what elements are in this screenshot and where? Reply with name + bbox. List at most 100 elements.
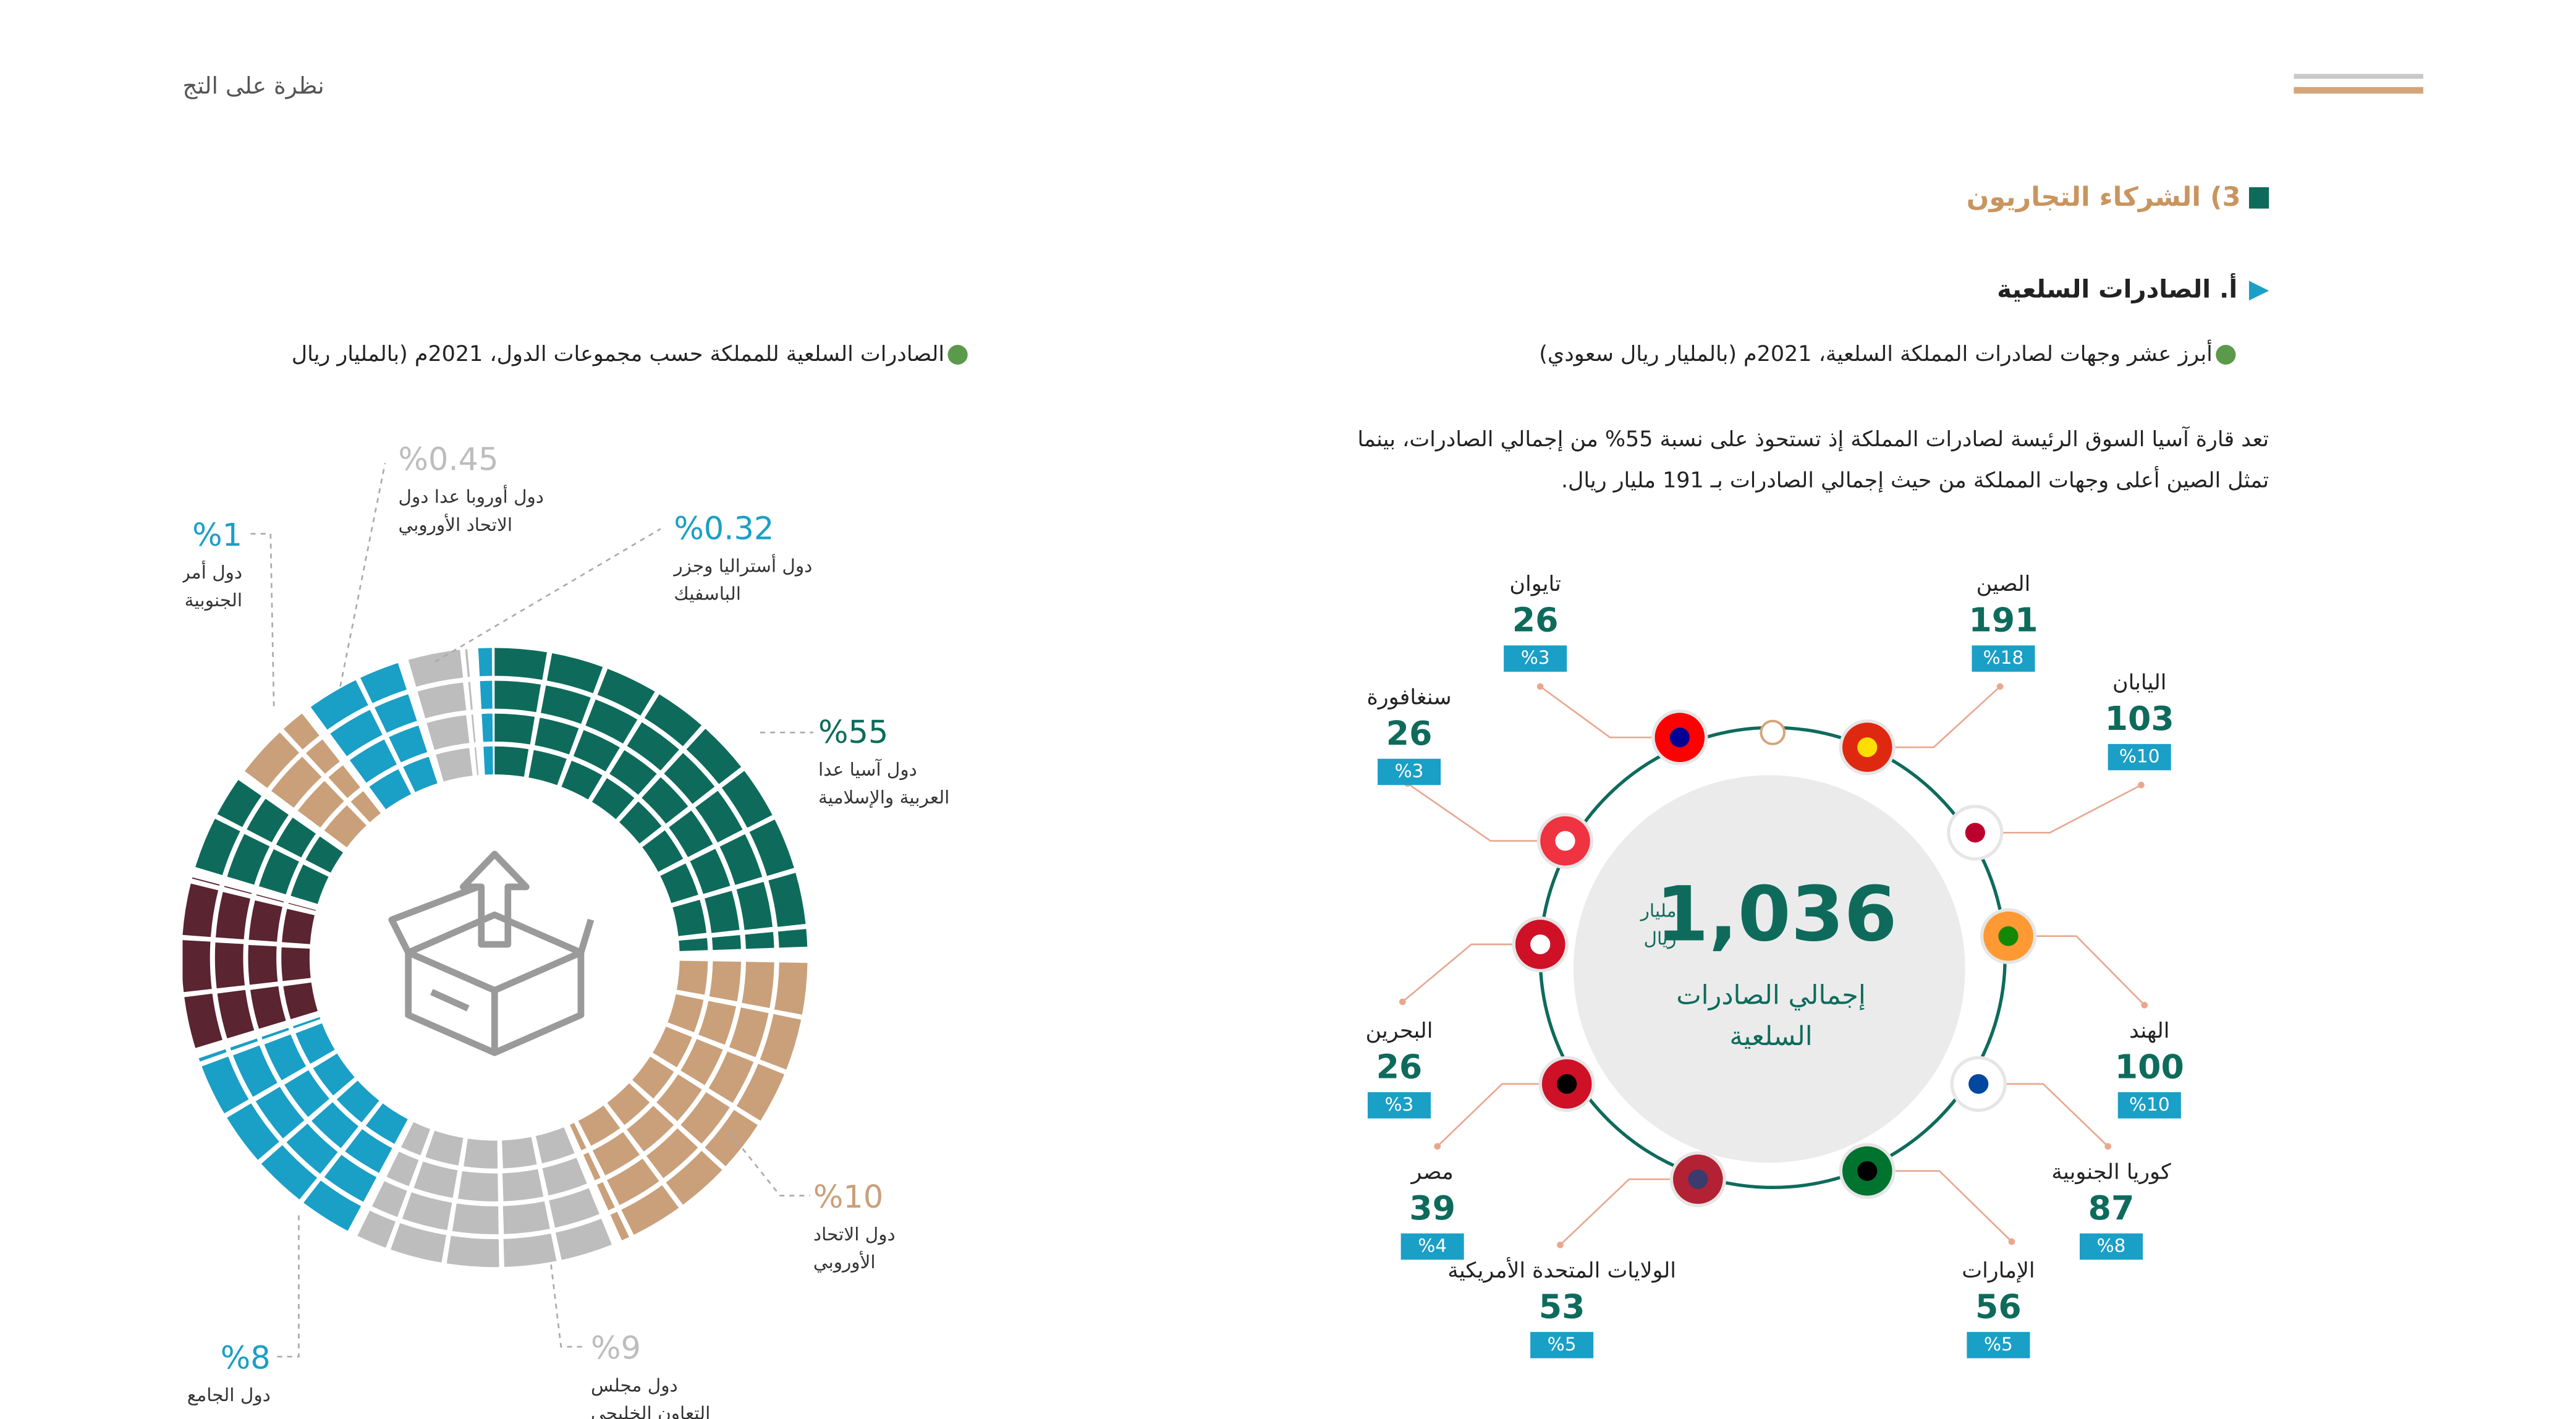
running-title: نظرة على التج [182, 72, 324, 100]
flag-emblem [1555, 831, 1575, 851]
donut-segment [297, 765, 361, 828]
donut-segment [569, 960, 708, 1151]
donut-segment [248, 894, 286, 1029]
group-label: الجنوبية [185, 590, 242, 611]
country-name: كوريا الجنوبية [2051, 1159, 2171, 1184]
donut-segment [417, 682, 473, 719]
flag-emblem [1857, 737, 1878, 758]
caption-icon [947, 345, 968, 365]
share-badge [1400, 1233, 1464, 1260]
group-label: دول آسيا عدا [818, 758, 917, 780]
flag-emblem [1998, 926, 2019, 946]
donut-segment [610, 962, 808, 1240]
group-label: دول الجامع [187, 1384, 271, 1405]
caption: أبرز عشر وجهات لصادرات المملكة السلعية، … [1539, 339, 2213, 366]
country-name: الصين [1976, 572, 2031, 596]
section-title: 3) الشركاء التجاريون [1967, 182, 2241, 213]
flag-emblem [1968, 1074, 1989, 1094]
country-value: 26 [1376, 1048, 1423, 1086]
total-value: 1,036 [1656, 870, 1897, 958]
share-badge [1378, 758, 1441, 786]
marker [2248, 281, 2269, 301]
country-name: الولايات المتحدة الأمريكية [1447, 1256, 1676, 1283]
flag-emblem [1688, 1169, 1708, 1189]
donut-segment [245, 713, 320, 789]
connector-dot [2104, 1143, 2112, 1150]
country-name: مصر [1410, 1159, 1454, 1184]
total-label: السلعية [1729, 1021, 1812, 1052]
group-label: الباسفيك [674, 583, 741, 604]
donut-segment [293, 1017, 408, 1144]
group-label: دول أوروبا عدا دول [399, 485, 544, 507]
donut-segment [494, 680, 774, 949]
group-label: الاتحاد الأوروبي [399, 513, 513, 536]
donut-segment [583, 961, 742, 1180]
leader-line [245, 533, 275, 706]
group-label: دول الاتحاد [813, 1224, 896, 1245]
caption: الصادرات السلعية للمملكة حسب مجموعات الد… [292, 342, 944, 366]
country-name: الإمارات [1962, 1258, 2035, 1283]
connector-dot [1399, 998, 1406, 1006]
country-value: 26 [1386, 714, 1433, 753]
flag-emblem [1557, 1074, 1577, 1094]
connector-dot [2141, 1002, 2148, 1009]
donut-segment [230, 1038, 377, 1202]
donut-segment [214, 886, 255, 1039]
share-badge [2117, 1092, 2181, 1119]
connector-dot [2138, 781, 2145, 789]
flag-emblem [1669, 727, 1690, 748]
flag-emblem [1530, 934, 1551, 954]
country-share: %5 [1548, 1334, 1577, 1355]
donut-segment [494, 648, 808, 948]
country-share: %10 [2129, 1094, 2170, 1115]
paragraph-line: تعد قارة آسيا السوق الرئيسة لصادرات المم… [1357, 426, 2269, 452]
share-badge [2108, 743, 2171, 771]
group-share: %9 [591, 1330, 641, 1366]
country-value: 191 [1968, 601, 2038, 640]
donut-segment [195, 779, 262, 876]
connector-dot [1557, 1242, 1564, 1248]
donut-segment [330, 694, 417, 756]
country-name: تايوان [1509, 572, 1561, 596]
marker [2248, 187, 2269, 209]
deco-line [2294, 87, 2423, 94]
country-name: الهند [2129, 1019, 2169, 1043]
share-badge [1367, 1092, 1431, 1119]
deco-line [2294, 74, 2423, 79]
country-value: 100 [2115, 1048, 2184, 1086]
donut-segment [369, 756, 438, 810]
group-share: %55 [818, 714, 888, 750]
share-badge [1972, 645, 2035, 672]
group-label: التعاون الخليجي [591, 1403, 710, 1419]
leader-line [339, 463, 386, 687]
country-value: 39 [1409, 1188, 1455, 1227]
donut-segment [349, 725, 428, 783]
group-label: العربية والإسلامية [818, 787, 949, 808]
flag-emblem [1965, 823, 1985, 843]
donut-segment [401, 1122, 575, 1169]
donut-segment [310, 663, 407, 730]
country-name: اليابان [2112, 671, 2166, 695]
country-share: %5 [1984, 1334, 2013, 1355]
connector-dot [2008, 1238, 2015, 1245]
ring-icon [1760, 719, 1786, 745]
total-unit: مليار [1640, 900, 1677, 921]
connector-dot [1434, 1143, 1441, 1150]
share-badge [1504, 645, 1567, 672]
donut-segment [258, 817, 316, 895]
donut-segment [426, 714, 476, 750]
connector-dot [1536, 683, 1544, 690]
donut-segment [436, 747, 479, 782]
donut-segment [357, 1210, 612, 1268]
leader-line [434, 528, 661, 663]
country-share: %10 [2119, 746, 2160, 767]
donut-segment [290, 836, 344, 905]
group-label: دول أمر [180, 560, 243, 583]
group-share: %10 [813, 1179, 883, 1215]
country-value: 53 [1539, 1287, 1585, 1326]
country-share: %3 [1521, 647, 1550, 668]
leader-line [729, 1132, 810, 1197]
leader-line [275, 1215, 300, 1358]
